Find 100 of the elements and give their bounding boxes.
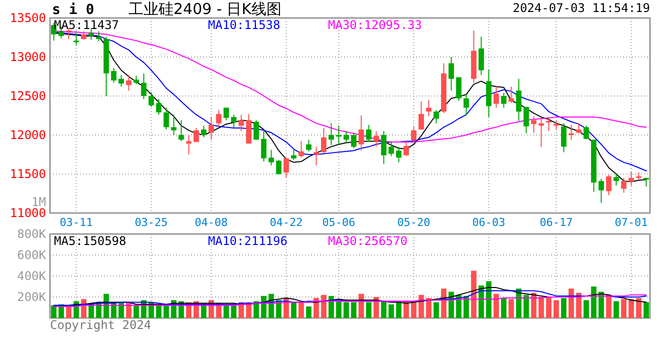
candlestick bbox=[358, 115, 364, 152]
candlestick bbox=[111, 67, 116, 84]
candlestick bbox=[314, 146, 319, 166]
candlestick bbox=[561, 122, 566, 153]
text: MA30:256570 bbox=[328, 234, 408, 248]
candlestick bbox=[568, 124, 574, 140]
candlestick bbox=[118, 74, 124, 88]
candlestick bbox=[516, 78, 522, 122]
y-tick-label: 13000 bbox=[10, 50, 46, 64]
candlestick bbox=[208, 116, 214, 140]
text: MA10:11538 bbox=[208, 18, 280, 32]
candlestick bbox=[598, 178, 604, 204]
candlestick bbox=[508, 86, 514, 104]
bar bbox=[336, 301, 342, 318]
bar bbox=[644, 302, 649, 318]
bar bbox=[606, 294, 612, 318]
candlestick bbox=[456, 76, 462, 102]
candlestick bbox=[231, 114, 236, 128]
bar bbox=[621, 299, 626, 318]
candlestick bbox=[606, 174, 612, 196]
bar bbox=[441, 288, 446, 318]
candlestick bbox=[276, 159, 282, 176]
bar bbox=[156, 305, 162, 318]
candlestick bbox=[291, 148, 296, 160]
candlestick bbox=[224, 107, 229, 121]
bar bbox=[628, 299, 634, 318]
annotation: Copyright 2024 bbox=[50, 318, 152, 332]
x-tick-label: 06-03 bbox=[472, 216, 506, 229]
candlestick bbox=[66, 28, 72, 40]
candlestick bbox=[381, 130, 386, 164]
candlestick bbox=[351, 132, 356, 149]
y-tick-label: 600K bbox=[17, 248, 47, 262]
candlestick bbox=[306, 139, 312, 152]
chart-subtitle: s i 0 bbox=[52, 2, 94, 18]
bar bbox=[464, 296, 469, 318]
candlestick bbox=[216, 110, 222, 127]
candlestick bbox=[531, 116, 536, 134]
candlestick bbox=[261, 130, 266, 162]
bar bbox=[508, 299, 514, 318]
candlestick bbox=[426, 99, 432, 117]
text: MA30:12095.33 bbox=[328, 18, 422, 32]
candlestick bbox=[148, 92, 154, 108]
candlestick bbox=[171, 114, 176, 136]
candlestick bbox=[524, 106, 529, 134]
candlestick bbox=[614, 172, 619, 186]
x-tick-label: 05-06 bbox=[322, 216, 356, 229]
x-tick-label: 06-17 bbox=[540, 216, 573, 229]
bar bbox=[584, 300, 589, 318]
bar bbox=[381, 301, 386, 318]
bar bbox=[164, 305, 169, 318]
candlestick bbox=[51, 22, 56, 42]
candlestick bbox=[576, 122, 582, 134]
candlestick bbox=[321, 127, 326, 154]
bar bbox=[478, 285, 484, 318]
candlestick bbox=[478, 36, 484, 76]
bar bbox=[546, 297, 552, 318]
candlestick bbox=[298, 140, 304, 158]
x-tick-label: 04-08 bbox=[194, 216, 228, 229]
bar bbox=[51, 305, 56, 318]
bar bbox=[524, 294, 529, 318]
y-tick-label: 12500 bbox=[10, 89, 46, 103]
x-tick-label: 03-11 bbox=[60, 216, 93, 229]
candlestick bbox=[621, 177, 626, 194]
x-tick-label: 03-25 bbox=[134, 216, 168, 229]
candlestick bbox=[434, 110, 439, 124]
candlestick bbox=[328, 122, 334, 146]
bar bbox=[351, 302, 356, 318]
bar bbox=[538, 297, 544, 318]
candlestick bbox=[254, 120, 259, 140]
bar bbox=[388, 304, 394, 318]
candlestick bbox=[238, 114, 244, 132]
candlestick bbox=[448, 56, 454, 92]
bar bbox=[531, 292, 536, 318]
bar bbox=[434, 302, 439, 318]
bar bbox=[231, 305, 236, 318]
y-tick-label: 11000 bbox=[10, 206, 46, 220]
candlestick bbox=[366, 124, 372, 143]
bar bbox=[328, 296, 334, 318]
candlestick bbox=[388, 140, 394, 157]
x-tick-label: 04-22 bbox=[270, 216, 303, 229]
candlestick bbox=[418, 100, 424, 130]
candlestick bbox=[411, 126, 416, 143]
candlestick bbox=[404, 140, 409, 157]
candlestick bbox=[186, 134, 192, 155]
candlestick bbox=[494, 86, 499, 108]
bar bbox=[298, 302, 304, 318]
text: 1M bbox=[32, 195, 46, 209]
line-series bbox=[53, 294, 647, 307]
bar bbox=[471, 270, 476, 318]
candlestick bbox=[344, 130, 349, 144]
bar bbox=[561, 298, 566, 318]
bar bbox=[426, 298, 432, 318]
bar bbox=[306, 306, 312, 318]
bar bbox=[636, 298, 642, 318]
candlestick bbox=[96, 30, 102, 42]
bar bbox=[224, 305, 229, 318]
candlestick bbox=[74, 32, 79, 46]
bar bbox=[418, 294, 424, 318]
text: MA5:150598 bbox=[54, 234, 126, 248]
candlestick bbox=[336, 125, 342, 145]
